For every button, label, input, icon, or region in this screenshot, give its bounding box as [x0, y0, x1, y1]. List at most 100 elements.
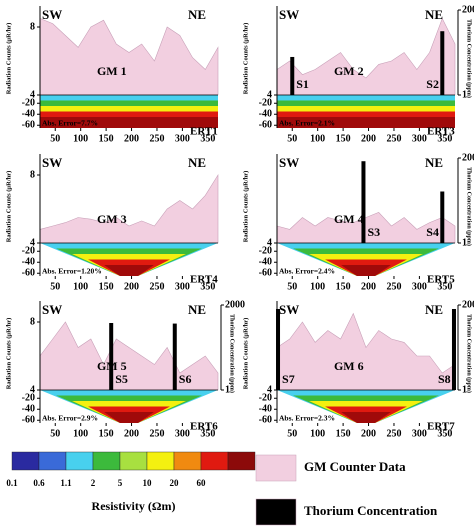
gm-area [276, 212, 456, 244]
thorium-bar [109, 322, 114, 390]
depth-tick-label: -40 [22, 404, 35, 415]
section-label: ERT5 [427, 274, 455, 286]
ne-label: NE [188, 302, 206, 317]
colorbar-tick-label: 1.1 [60, 478, 72, 488]
x-tick-label: 250 [149, 281, 164, 292]
sw-label: SW [42, 155, 62, 170]
y2-axis-label: Thorium Concentration (ppm) [466, 167, 473, 246]
y-axis-label: Radiation Counts (μR/hr) [5, 318, 12, 390]
colorbar-cell [11, 451, 40, 471]
x-tick-label: 200 [124, 428, 139, 439]
ert-layer [104, 265, 154, 276]
x-tick-label: 200 [361, 281, 376, 292]
x-tick-label: 350 [437, 428, 452, 439]
depth-tick-label: -20 [259, 246, 272, 257]
y-tick-label: 4 [267, 384, 272, 395]
ne-label: NE [425, 7, 443, 22]
colorbar-cell [200, 451, 229, 471]
y2-tick-label: 1 [462, 237, 467, 248]
colorbar-tick-label: 10 [143, 478, 153, 488]
colorbar-label: Resistivity (Ωm) [92, 499, 176, 513]
profile-label: GM 4 [334, 212, 364, 226]
x-tick-label: 150 [99, 281, 114, 292]
thorium-bar [290, 56, 295, 95]
gm-area [276, 312, 456, 391]
ert-layer [40, 117, 218, 128]
ne-label: NE [425, 155, 443, 170]
x-tick-label: 50 [287, 281, 297, 292]
colorbar-cell [92, 451, 121, 471]
profile-label: GM 3 [97, 212, 127, 226]
colorbar-tick-label: 20 [170, 478, 180, 488]
colorbar-tick-label: 0.6 [33, 478, 45, 488]
sample-label: S6 [179, 372, 192, 386]
x-tick-label: 150 [99, 133, 114, 144]
colorbar-tick-label: 60 [197, 478, 207, 488]
y-tick-label: 4 [30, 384, 35, 395]
depth-tick-label: -20 [259, 393, 272, 404]
x-tick-label: 50 [50, 133, 60, 144]
gm-area [276, 17, 456, 96]
x-tick-label: 350 [437, 133, 452, 144]
x-tick-label: 200 [124, 281, 139, 292]
panel: 4-20-40-60 50 100 150 200 250 300 350 Radiation … [242, 152, 474, 292]
depth-tick-label: -20 [259, 98, 272, 109]
section-label: ERT6 [190, 421, 218, 433]
thorium-bar [440, 31, 445, 95]
error-label: Abs. Error=7.7% [42, 119, 98, 128]
ert-layer [341, 412, 391, 423]
depth-tick-label: -40 [259, 404, 272, 415]
sample-label: S8 [438, 372, 451, 386]
profile-label: GM 6 [334, 359, 364, 373]
depth-tick-label: -60 [259, 268, 272, 279]
x-tick-label: 50 [50, 428, 60, 439]
y2-axis-label: Thorium Concentration (ppm) [229, 314, 236, 393]
y-tick-label: 8 [30, 316, 35, 327]
sample-label: S1 [296, 77, 309, 91]
error-label: Abs. Error=2.3% [279, 414, 335, 423]
ert-layer [277, 117, 455, 128]
x-tick-label: 100 [73, 428, 88, 439]
panel: 8 4-20-40-60 50 100 150 200 250 300 350 Radiation… [5, 299, 245, 439]
x-tick-label: 300 [175, 281, 190, 292]
colorbar-cell [38, 451, 67, 471]
y-axis-label: Radiation Counts (μR/hr) [242, 318, 249, 390]
x-tick-label: 300 [412, 428, 427, 439]
x-tick-label: 100 [310, 428, 325, 439]
x-tick-label: 300 [412, 281, 427, 292]
sample-label: S7 [282, 372, 295, 386]
section-label: ERT4 [190, 274, 218, 286]
depth-tick-label: -20 [22, 393, 35, 404]
y-axis-label: Radiation Counts (μR/hr) [242, 171, 249, 243]
profile-label: GM 2 [334, 64, 364, 78]
sample-label: S5 [115, 372, 128, 386]
depth-tick-label: -40 [259, 257, 272, 268]
thorium-bar [172, 323, 177, 390]
colorbar-tick-label: 5 [118, 478, 123, 488]
ne-label: NE [425, 302, 443, 317]
depth-tick-label: -40 [259, 109, 272, 120]
y2-tick-label: 2000 [462, 4, 474, 15]
x-tick-label: 150 [336, 428, 351, 439]
y-tick-label: 8 [30, 169, 35, 180]
section-label: ERT3 [427, 126, 455, 138]
y-axis-label: Radiation Counts (μR/hr) [242, 23, 249, 95]
error-label: Abs. Error=1.20% [42, 267, 102, 276]
depth-tick-label: -60 [259, 120, 272, 131]
error-label: Abs. Error=2.4% [279, 267, 335, 276]
x-tick-label: 100 [73, 133, 88, 144]
y2-tick-label: 1 [462, 89, 467, 100]
section-label: ERT7 [427, 421, 455, 433]
y-axis-label: Radiation Counts (μR/hr) [5, 23, 12, 95]
x-tick-label: 250 [149, 428, 164, 439]
sw-label: SW [279, 155, 299, 170]
y-tick-label: 8 [30, 21, 35, 32]
x-tick-label: 250 [386, 133, 401, 144]
x-tick-label: 100 [310, 281, 325, 292]
x-tick-label: 200 [361, 428, 376, 439]
y2-tick-label: 2000 [462, 152, 474, 163]
gm-area [39, 173, 219, 244]
y2-axis-label: Thorium Concentration (ppm) [466, 314, 473, 393]
error-label: Abs. Error=2.9% [42, 414, 98, 423]
